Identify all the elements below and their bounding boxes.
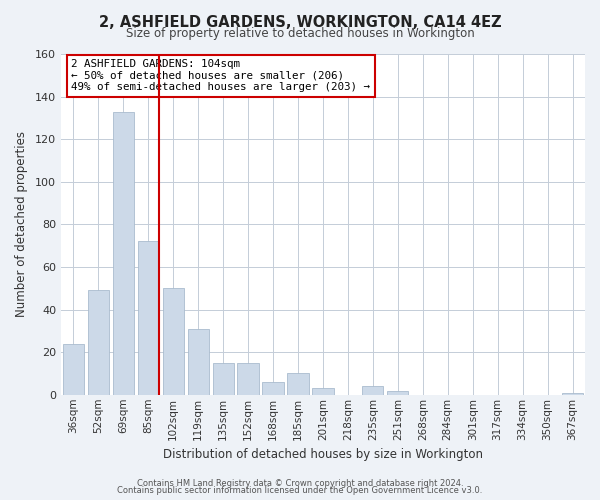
Bar: [362, 386, 383, 395]
Bar: [88, 290, 109, 395]
Bar: [188, 328, 209, 395]
Bar: [137, 242, 159, 395]
Bar: [238, 363, 259, 395]
Bar: [562, 392, 583, 395]
Text: Contains HM Land Registry data © Crown copyright and database right 2024.: Contains HM Land Registry data © Crown c…: [137, 479, 463, 488]
Bar: [262, 382, 284, 395]
Text: 2 ASHFIELD GARDENS: 104sqm
← 50% of detached houses are smaller (206)
49% of sem: 2 ASHFIELD GARDENS: 104sqm ← 50% of deta…: [71, 59, 370, 92]
Bar: [287, 374, 308, 395]
Bar: [163, 288, 184, 395]
Text: Contains public sector information licensed under the Open Government Licence v3: Contains public sector information licen…: [118, 486, 482, 495]
Bar: [212, 363, 234, 395]
X-axis label: Distribution of detached houses by size in Workington: Distribution of detached houses by size …: [163, 448, 483, 461]
Y-axis label: Number of detached properties: Number of detached properties: [15, 132, 28, 318]
Bar: [113, 112, 134, 395]
Bar: [313, 388, 334, 395]
Bar: [387, 390, 409, 395]
Bar: [63, 344, 84, 395]
Text: Size of property relative to detached houses in Workington: Size of property relative to detached ho…: [125, 27, 475, 40]
Text: 2, ASHFIELD GARDENS, WORKINGTON, CA14 4EZ: 2, ASHFIELD GARDENS, WORKINGTON, CA14 4E…: [98, 15, 502, 30]
